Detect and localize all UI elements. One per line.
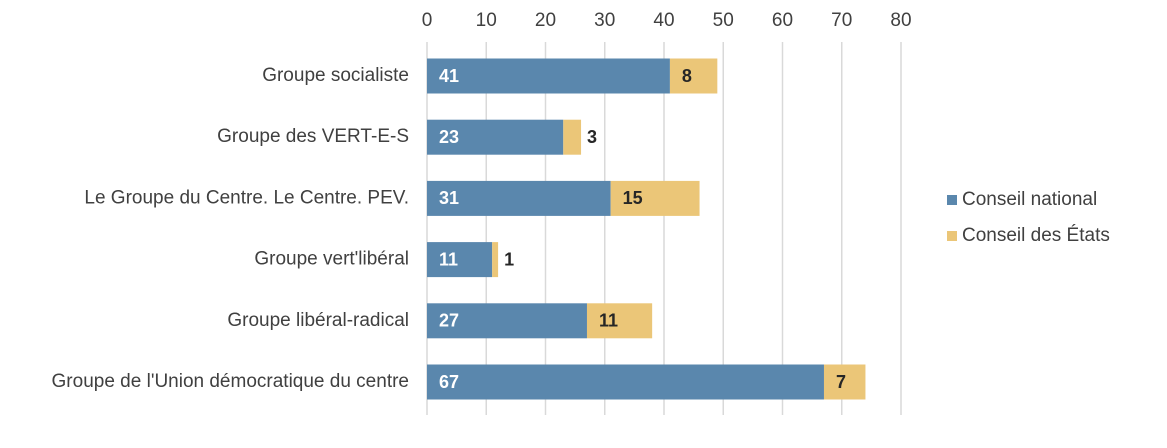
data-label: 15	[623, 188, 643, 208]
category-label: Le Groupe du Centre. Le Centre. PEV.	[84, 187, 409, 208]
bars-layer	[427, 58, 866, 400]
x-tick-label-50: 50	[713, 10, 734, 31]
data-label: 8	[682, 66, 692, 86]
data-label: 67	[439, 372, 459, 392]
x-tick-label-20: 20	[535, 10, 556, 31]
x-tick-label-30: 30	[594, 10, 615, 31]
bar-conseil-des-etats	[669, 58, 718, 94]
x-tick-label-40: 40	[653, 10, 674, 31]
bar-conseil-national	[427, 364, 824, 400]
category-label: Groupe libéral-radical	[227, 310, 409, 331]
legend-label: Conseil des États	[962, 225, 1110, 246]
x-tick-label-80: 80	[890, 10, 911, 31]
labels-layer: 0 10 20 30 40 50 60 70 80 Groupe socialiste 41 8 Gro…	[52, 10, 912, 392]
bar-conseil-des-etats	[610, 180, 700, 216]
bar-conseil-national	[427, 180, 611, 216]
bar-conseil-national	[427, 58, 670, 94]
x-tick-label-60: 60	[772, 10, 793, 31]
bar-conseil-national	[427, 303, 587, 339]
data-label: 11	[439, 249, 458, 269]
data-label: 1	[504, 249, 514, 269]
grid-layer	[426, 42, 902, 415]
category-label: Groupe de l'Union démocratique du centre	[52, 371, 409, 392]
category-label: Groupe vert'libéral	[254, 249, 409, 270]
x-tick-label-10: 10	[476, 10, 497, 31]
legend-swatch	[947, 195, 957, 205]
bar-conseil-des-etats	[823, 364, 866, 400]
bar-conseil-national	[427, 119, 564, 155]
bar-conseil-des-etats	[563, 119, 582, 155]
data-label: 11	[599, 311, 618, 331]
bar-conseil-des-etats	[586, 303, 653, 339]
data-label: 27	[439, 311, 459, 331]
data-label: 3	[587, 127, 597, 147]
data-label: 31	[439, 188, 459, 208]
bar-conseil-national	[427, 242, 493, 278]
category-label: Groupe des VERT-E-S	[217, 126, 409, 147]
data-label: 41	[439, 66, 459, 86]
x-tick-label-70: 70	[831, 10, 852, 31]
legend-swatch	[947, 231, 957, 241]
category-label: Groupe socialiste	[262, 65, 409, 86]
x-tick-label-0: 0	[422, 10, 433, 31]
data-label: 7	[836, 372, 846, 392]
legend-label: Conseil national	[962, 189, 1097, 210]
data-label: 23	[439, 127, 459, 147]
bar-conseil-des-etats	[492, 242, 499, 278]
legend: Conseil national Conseil des États	[947, 189, 1110, 246]
